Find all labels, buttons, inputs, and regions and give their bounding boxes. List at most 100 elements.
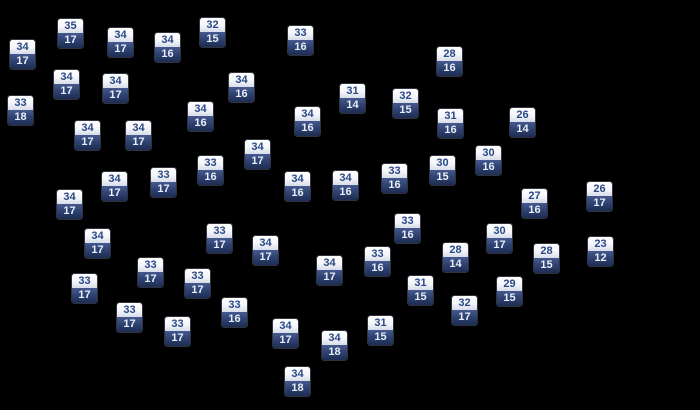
temp-marker[interactable]: 33 17 — [207, 224, 232, 253]
high-temp-value: 34 — [322, 331, 347, 345]
high-temp-value: 33 — [117, 303, 142, 317]
high-temp-value: 30 — [476, 146, 501, 160]
temp-marker[interactable]: 31 15 — [368, 316, 393, 345]
low-temp-value: 17 — [102, 186, 127, 201]
high-temp-value: 28 — [437, 47, 462, 61]
low-temp-value: 14 — [510, 122, 535, 137]
low-temp-value: 17 — [452, 310, 477, 325]
temp-marker[interactable]: 33 17 — [151, 168, 176, 197]
temp-marker[interactable]: 31 16 — [438, 109, 463, 138]
temp-marker[interactable]: 31 14 — [340, 84, 365, 113]
temp-marker[interactable]: 32 15 — [200, 18, 225, 47]
high-temp-value: 31 — [368, 316, 393, 330]
temp-marker[interactable]: 28 15 — [534, 244, 559, 273]
temp-marker[interactable]: 34 18 — [322, 331, 347, 360]
high-temp-value: 34 — [273, 319, 298, 333]
temp-marker[interactable]: 33 16 — [222, 298, 247, 327]
temp-marker[interactable]: 34 17 — [126, 121, 151, 150]
temp-marker[interactable]: 34 16 — [333, 171, 358, 200]
low-temp-value: 16 — [229, 87, 254, 102]
temp-marker[interactable]: 30 17 — [487, 224, 512, 253]
temp-marker[interactable]: 33 16 — [288, 26, 313, 55]
temp-marker[interactable]: 26 14 — [510, 108, 535, 137]
low-temp-value: 17 — [317, 270, 342, 285]
temp-marker[interactable]: 33 16 — [198, 156, 223, 185]
temp-marker[interactable]: 35 17 — [58, 19, 83, 48]
temp-marker[interactable]: 34 17 — [57, 190, 82, 219]
temp-marker[interactable]: 34 17 — [103, 74, 128, 103]
high-temp-value: 34 — [102, 172, 127, 186]
temp-marker[interactable]: 33 17 — [117, 303, 142, 332]
temp-marker[interactable]: 34 16 — [295, 107, 320, 136]
temp-marker[interactable]: 27 16 — [522, 189, 547, 218]
low-temp-value: 15 — [368, 330, 393, 345]
temp-marker[interactable]: 26 17 — [587, 182, 612, 211]
temp-marker[interactable]: 34 17 — [54, 70, 79, 99]
high-temp-value: 32 — [452, 296, 477, 310]
low-temp-value: 16 — [333, 185, 358, 200]
high-temp-value: 34 — [155, 33, 180, 47]
high-temp-value: 34 — [108, 28, 133, 42]
temp-marker[interactable]: 33 18 — [8, 96, 33, 125]
temp-marker[interactable]: 32 15 — [393, 89, 418, 118]
low-temp-value: 15 — [534, 258, 559, 273]
low-temp-value: 17 — [72, 288, 97, 303]
temp-marker[interactable]: 34 17 — [85, 229, 110, 258]
low-temp-value: 17 — [54, 84, 79, 99]
temp-marker[interactable]: 33 17 — [165, 317, 190, 346]
temp-marker[interactable]: 34 17 — [102, 172, 127, 201]
low-temp-value: 16 — [288, 40, 313, 55]
high-temp-value: 26 — [587, 182, 612, 196]
temp-marker[interactable]: 34 16 — [155, 33, 180, 62]
temp-marker[interactable]: 29 15 — [497, 277, 522, 306]
high-temp-value: 31 — [340, 84, 365, 98]
high-temp-value: 28 — [443, 243, 468, 257]
high-temp-value: 34 — [54, 70, 79, 84]
temp-marker[interactable]: 33 16 — [382, 164, 407, 193]
high-temp-value: 28 — [534, 244, 559, 258]
temp-marker[interactable]: 28 14 — [443, 243, 468, 272]
temp-marker[interactable]: 33 17 — [185, 269, 210, 298]
low-temp-value: 17 — [185, 283, 210, 298]
low-temp-value: 15 — [408, 290, 433, 305]
temp-marker[interactable]: 33 16 — [365, 247, 390, 276]
temp-marker[interactable]: 34 17 — [253, 236, 278, 265]
temp-marker[interactable]: 28 16 — [437, 47, 462, 76]
temp-marker[interactable]: 33 17 — [138, 258, 163, 287]
low-temp-value: 14 — [443, 257, 468, 272]
temp-marker[interactable]: 23 12 — [588, 237, 613, 266]
temp-marker[interactable]: 34 18 — [285, 367, 310, 396]
low-temp-value: 17 — [138, 272, 163, 287]
temp-marker[interactable]: 30 16 — [476, 146, 501, 175]
temp-marker[interactable]: 34 17 — [10, 40, 35, 69]
temp-marker[interactable]: 34 17 — [245, 140, 270, 169]
low-temp-value: 17 — [587, 196, 612, 211]
temp-marker[interactable]: 33 17 — [72, 274, 97, 303]
low-temp-value: 16 — [155, 47, 180, 62]
temp-marker[interactable]: 32 17 — [452, 296, 477, 325]
low-temp-value: 15 — [200, 32, 225, 47]
low-temp-value: 16 — [382, 178, 407, 193]
high-temp-value: 33 — [382, 164, 407, 178]
high-temp-value: 32 — [393, 89, 418, 103]
temp-marker[interactable]: 34 16 — [188, 102, 213, 131]
high-temp-value: 35 — [58, 19, 83, 33]
temp-marker[interactable]: 34 16 — [285, 172, 310, 201]
low-temp-value: 15 — [430, 170, 455, 185]
temp-marker[interactable]: 31 15 — [408, 276, 433, 305]
high-temp-value: 32 — [200, 18, 225, 32]
low-temp-value: 17 — [108, 42, 133, 57]
temp-marker[interactable]: 34 17 — [75, 121, 100, 150]
low-temp-value: 18 — [8, 110, 33, 125]
temp-marker[interactable]: 33 16 — [395, 214, 420, 243]
temp-marker[interactable]: 34 17 — [273, 319, 298, 348]
temp-marker[interactable]: 34 17 — [317, 256, 342, 285]
temp-marker[interactable]: 34 16 — [229, 73, 254, 102]
temp-marker[interactable]: 30 15 — [430, 156, 455, 185]
low-temp-value: 16 — [285, 186, 310, 201]
high-temp-value: 23 — [588, 237, 613, 251]
high-temp-value: 30 — [487, 224, 512, 238]
temp-marker[interactable]: 34 17 — [108, 28, 133, 57]
high-temp-value: 34 — [253, 236, 278, 250]
low-temp-value: 16 — [395, 228, 420, 243]
